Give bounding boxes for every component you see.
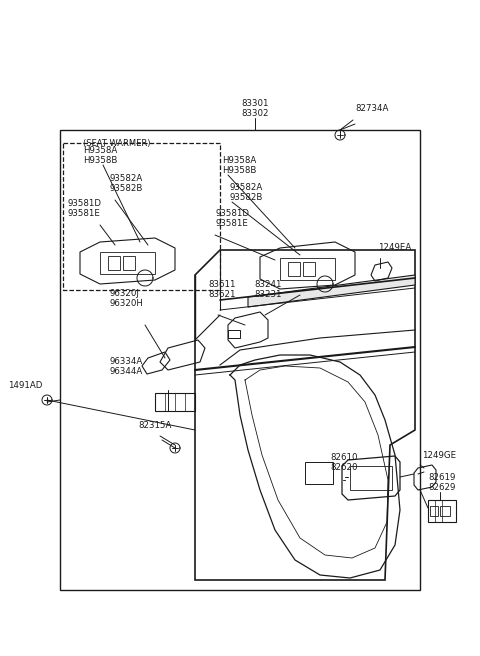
Bar: [63, 143, 220, 290]
Bar: [303, 262, 315, 276]
Bar: [123, 256, 135, 270]
Bar: [100, 252, 155, 274]
Text: 82734A: 82734A: [355, 104, 388, 113]
Polygon shape: [248, 275, 415, 307]
Text: 82610
82620: 82610 82620: [330, 453, 358, 472]
Bar: [155, 393, 195, 411]
Text: 96334A
96344A: 96334A 96344A: [110, 357, 143, 376]
Text: 82315A: 82315A: [138, 421, 171, 430]
Bar: [60, 130, 420, 590]
Text: 1249GE: 1249GE: [422, 451, 456, 460]
Text: 93581D
93581E: 93581D 93581E: [215, 209, 249, 228]
Text: 93582A
93582B: 93582A 93582B: [110, 174, 144, 193]
Bar: [280, 258, 335, 280]
Bar: [288, 262, 300, 276]
Text: 96320J
96320H: 96320J 96320H: [110, 289, 144, 308]
Text: 82619
82629: 82619 82629: [428, 472, 456, 492]
Text: H9358A
H9358B: H9358A H9358B: [222, 155, 256, 175]
Text: 93581D
93581E: 93581D 93581E: [68, 199, 102, 218]
Text: H9358A
H9358B: H9358A H9358B: [83, 146, 118, 165]
Text: 93582A
93582B: 93582A 93582B: [230, 182, 264, 202]
Text: 1491AD: 1491AD: [8, 381, 42, 390]
Bar: [428, 500, 456, 522]
Bar: [228, 330, 240, 338]
Text: 83241
83231: 83241 83231: [254, 279, 281, 299]
Bar: [440, 506, 450, 516]
Bar: [108, 256, 120, 270]
Text: 83611
83621: 83611 83621: [208, 279, 236, 299]
Text: 83301
83302: 83301 83302: [241, 98, 269, 118]
Bar: [305, 462, 333, 484]
Bar: [430, 506, 438, 516]
Text: 1249EA: 1249EA: [378, 243, 411, 252]
Text: (SEAT WARMER): (SEAT WARMER): [83, 139, 151, 148]
Bar: [350, 466, 392, 490]
